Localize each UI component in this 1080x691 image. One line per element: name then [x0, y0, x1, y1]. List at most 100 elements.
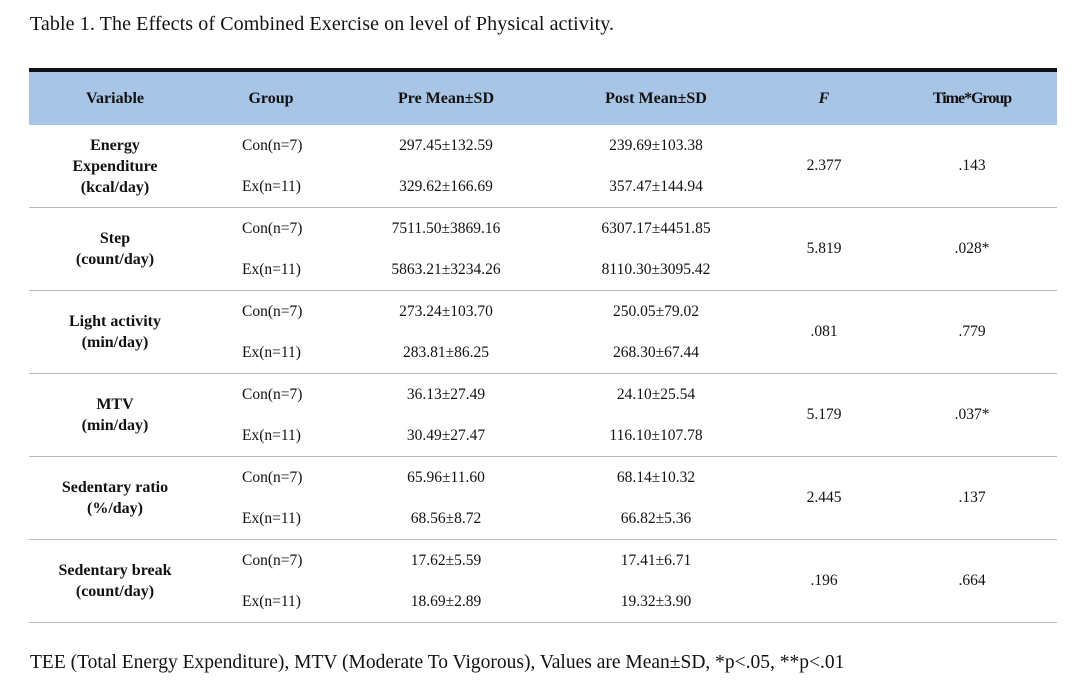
results-table: Variable Group Pre Mean±SD Post Mean±SD …: [29, 72, 1057, 623]
header-pre: Pre Mean±SD: [341, 72, 551, 125]
variable-cell: Sedentary ratio (%/day): [29, 456, 201, 540]
table-caption: Table 1. The Effects of Combined Exercis…: [30, 13, 615, 35]
post-value: 268.30±67.44: [551, 332, 761, 374]
group-label: Con(n=7): [242, 468, 303, 486]
variable-label-line: (%/day): [87, 500, 143, 517]
time-group-value: .143: [887, 125, 1057, 208]
pre-value: 7511.50±3869.16: [391, 219, 501, 237]
header-post: Post Mean±SD: [551, 72, 761, 125]
header-row: Variable Group Pre Mean±SD Post Mean±SD …: [29, 72, 1057, 125]
table-body: Energy Expenditure (kcal/day) Con(n=7) 297.4…: [29, 125, 1057, 623]
pre-value: 329.62±166.69: [341, 166, 551, 208]
header-group: Group: [201, 72, 341, 125]
group-cell: Con(n=7): [201, 208, 341, 250]
group-label: Ex(n=11): [242, 343, 301, 361]
time-group-value: .037*: [887, 373, 1057, 457]
table-row: Ex(n=11) 329.62±166.69 357.47±144.94: [29, 166, 1057, 208]
variable-label-line: Light activity: [69, 313, 161, 330]
f-value: 2.377: [761, 125, 887, 208]
f-value: 2.445: [761, 456, 887, 540]
f-value: .081: [761, 290, 887, 374]
f-value: 5.819: [761, 207, 887, 291]
post-value: 24.10±25.54: [616, 385, 696, 403]
variable-label-line: (count/day): [75, 251, 155, 268]
pre-value: 30.49±27.47: [341, 415, 551, 457]
header-time-group: Time*Group: [887, 72, 1057, 125]
post-value: 19.32±3.90: [551, 581, 761, 623]
group-cell: Ex(n=11): [201, 332, 341, 374]
variable-label-line: Sedentary break: [58, 562, 172, 579]
table-row: Ex(n=11) 283.81±86.25 268.30±67.44: [29, 332, 1057, 374]
group-cell: Con(n=7): [201, 374, 341, 416]
time-group-value: .028*: [887, 207, 1057, 291]
pre-value: 68.56±8.72: [341, 498, 551, 540]
table-row: Ex(n=11) 5863.21±3234.26 8110.30±3095.42: [29, 249, 1057, 291]
table-row: Ex(n=11) 18.69±2.89 19.32±3.90: [29, 581, 1057, 623]
group-label: Con(n=7): [242, 136, 303, 154]
variable-label-line: Expenditure: [72, 157, 158, 175]
variable-label-line: (min/day): [81, 334, 149, 351]
time-group-value: .664: [887, 539, 1057, 623]
pre-value: 297.45±132.59: [399, 136, 493, 154]
table-row: Sedentary ratio (%/day) Con(n=7) 65.96±11.6…: [29, 456, 1057, 540]
header-variable: Variable: [29, 72, 201, 125]
group-label: Con(n=7): [242, 302, 303, 320]
group-cell: Con(n=7): [201, 291, 341, 333]
table-row: Step (count/day) Con(n=7) 7511.50±3869.16 63…: [29, 207, 1057, 291]
f-value: 5.179: [761, 373, 887, 457]
group-cell: Ex(n=11): [201, 498, 341, 540]
group-cell: Con(n=7): [201, 457, 341, 499]
time-group-value: .137: [887, 456, 1057, 540]
group-label: Con(n=7): [242, 219, 303, 237]
pre-value: 273.24±103.70: [399, 302, 493, 320]
post-value: 239.69±103.38: [609, 136, 703, 154]
pre-value: 17.62±5.59: [410, 551, 482, 569]
post-value: 17.41±6.71: [620, 551, 692, 569]
post-value: 116.10±107.78: [551, 415, 761, 457]
variable-cell: Step (count/day): [29, 207, 201, 291]
table-row: Light activity (min/day) Con(n=7) 273.24±10…: [29, 290, 1057, 374]
post-value: 68.14±10.32: [616, 468, 696, 486]
table-footnote: TEE (Total Energy Expenditure), MTV (Mod…: [30, 652, 845, 673]
variable-label-line: Energy: [90, 136, 140, 154]
group-label: Con(n=7): [242, 551, 303, 569]
pre-value: 283.81±86.25: [341, 332, 551, 374]
post-value: 250.05±79.02: [612, 302, 699, 320]
group-cell: Ex(n=11): [201, 415, 341, 457]
post-value: 357.47±144.94: [551, 166, 761, 208]
group-cell: Ex(n=11): [201, 166, 341, 208]
group-label: Ex(n=11): [242, 592, 301, 610]
time-group-value: .779: [887, 290, 1057, 374]
variable-cell: Sedentary break (count/day): [29, 539, 201, 623]
variable-cell: Light activity (min/day): [29, 290, 201, 374]
variable-label-line: (count/day): [75, 583, 155, 600]
group-label: Ex(n=11): [242, 426, 301, 444]
group-label: Ex(n=11): [242, 509, 301, 527]
table-header: Variable Group Pre Mean±SD Post Mean±SD …: [29, 72, 1057, 125]
variable-label-line: (kcal/day): [80, 178, 150, 196]
pre-value: 36.13±27.49: [406, 385, 486, 403]
variable-cell: MTV (min/day): [29, 373, 201, 457]
table-row: Sedentary break (count/day) Con(n=7) 17.62±…: [29, 539, 1057, 623]
pre-value: 5863.21±3234.26: [341, 249, 551, 291]
post-value: 8110.30±3095.42: [551, 249, 761, 291]
group-cell: Con(n=7): [201, 125, 341, 166]
header-f: F: [761, 72, 887, 125]
table-top-rule: [29, 68, 1057, 72]
results-table-container: Variable Group Pre Mean±SD Post Mean±SD …: [29, 68, 1057, 623]
table-row: Energy Expenditure (kcal/day) Con(n=7) 297.4…: [29, 125, 1057, 208]
table-row: MTV (min/day) Con(n=7) 36.13±27.49 24.10±25.…: [29, 373, 1057, 457]
f-value: .196: [761, 539, 887, 623]
group-cell: Ex(n=11): [201, 581, 341, 623]
variable-cell: Energy Expenditure (kcal/day): [29, 125, 201, 208]
table-row: Ex(n=11) 68.56±8.72 66.82±5.36: [29, 498, 1057, 540]
group-label: Ex(n=11): [242, 260, 301, 278]
post-value: 6307.17±4451.85: [601, 219, 711, 237]
group-label: Con(n=7): [242, 385, 303, 403]
variable-label-line: Sedentary ratio: [61, 479, 169, 496]
group-cell: Con(n=7): [201, 540, 341, 582]
variable-label-line: (min/day): [81, 417, 149, 434]
pre-value: 18.69±2.89: [341, 581, 551, 623]
group-cell: Ex(n=11): [201, 249, 341, 291]
variable-label-line: Step: [99, 230, 131, 247]
